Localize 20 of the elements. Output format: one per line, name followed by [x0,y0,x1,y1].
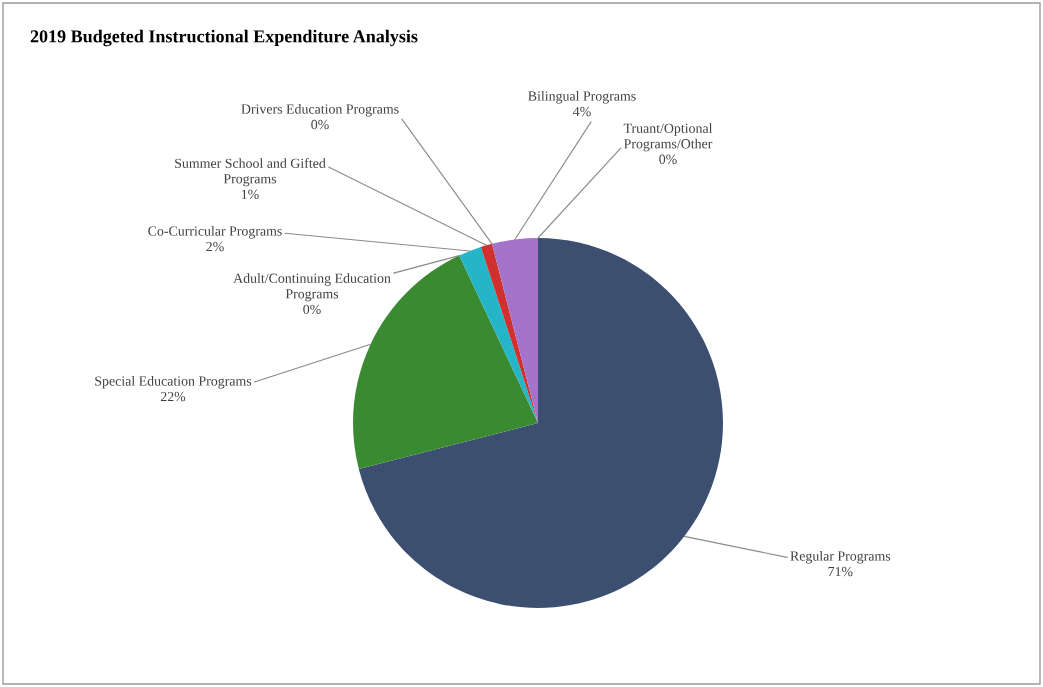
pie-slice [491,238,538,423]
pie-slice [459,247,538,423]
slice-label: Special Education Programs [95,375,252,389]
data-label: 4% [573,106,591,117]
text: 0% [303,304,321,315]
category-label: Drivers Education Programs [241,103,399,117]
chart-title: 2019 Budgeted Instructional Expenditure Analysis [30,29,418,47]
pie-slice [480,243,538,423]
text: 0% [311,119,329,130]
data-label: 1% [241,189,259,200]
slice-label: Regular Programs [790,550,891,564]
slice-label: Co-Curricular Programs [148,225,282,239]
category-label: Truant/Optional Programs/Other [623,123,713,152]
slice-label: Bilingual Programs [528,90,636,104]
text: 0% [659,154,677,165]
data-label: 22% [160,391,186,402]
data-label: 2% [206,241,224,252]
slice-label: Summer School and Gifted Programs [175,158,326,187]
data-label: 71% [828,566,853,577]
category-label: Adult/Continuing Education Programs [233,273,391,302]
